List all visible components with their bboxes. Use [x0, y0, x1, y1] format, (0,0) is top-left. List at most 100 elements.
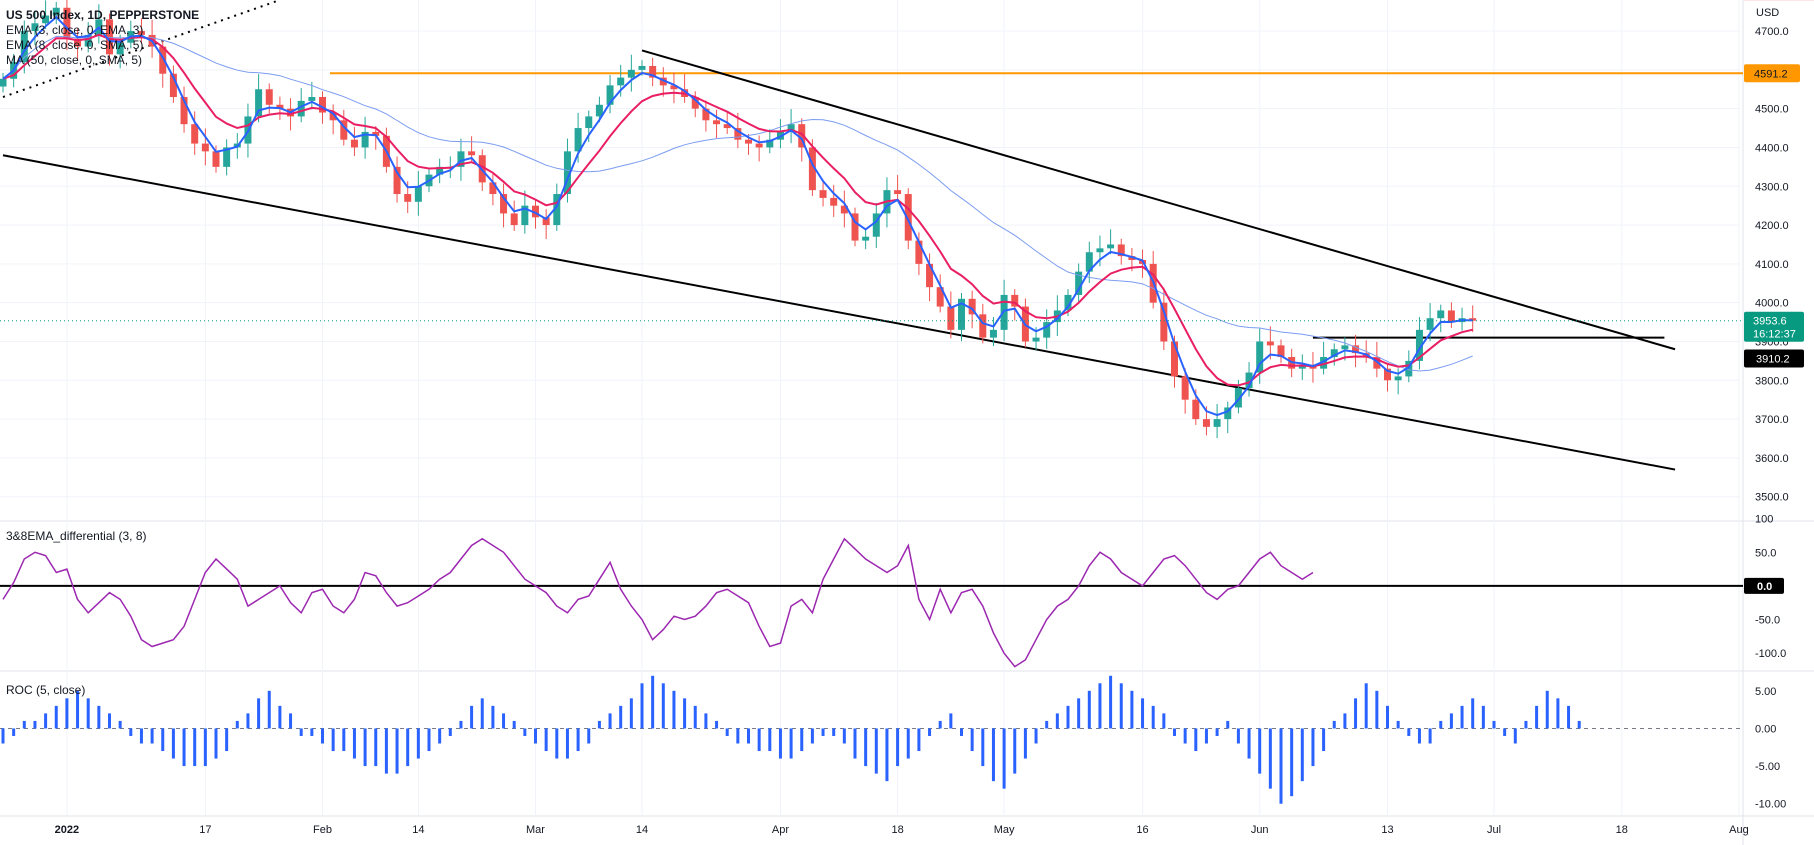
- candle-up[interactable]: [1245, 372, 1253, 389]
- roc-bar[interactable]: [565, 728, 569, 759]
- roc-bar[interactable]: [86, 698, 90, 729]
- oscillator-legend[interactable]: 3&8EMA_differential (3, 8): [6, 529, 147, 544]
- roc-bar[interactable]: [864, 728, 868, 767]
- roc-bar[interactable]: [1300, 728, 1304, 782]
- roc-bar[interactable]: [960, 728, 963, 736]
- roc-bar[interactable]: [310, 728, 314, 736]
- roc-bar[interactable]: [97, 705, 101, 729]
- candle-down[interactable]: [489, 182, 497, 195]
- roc-bar[interactable]: [299, 728, 303, 736]
- candle-down[interactable]: [63, 7, 71, 39]
- roc-bar[interactable]: [289, 713, 293, 729]
- roc-bar[interactable]: [534, 728, 537, 744]
- candle-down[interactable]: [393, 166, 401, 195]
- roc-bar[interactable]: [374, 728, 378, 767]
- candle-up[interactable]: [1043, 322, 1051, 338]
- roc-bar[interactable]: [1449, 713, 1453, 729]
- candle-down[interactable]: [691, 97, 699, 109]
- candle-down[interactable]: [819, 190, 827, 198]
- roc-bar[interactable]: [1034, 728, 1038, 744]
- candle-down[interactable]: [500, 194, 508, 214]
- roc-bar[interactable]: [246, 713, 250, 729]
- candle-up[interactable]: [958, 298, 965, 330]
- candle-up[interactable]: [585, 116, 593, 129]
- candle-down[interactable]: [894, 190, 902, 195]
- candle-up[interactable]: [1075, 271, 1083, 295]
- roc-bar[interactable]: [874, 728, 878, 774]
- roc-bar[interactable]: [725, 728, 729, 736]
- roc-bar[interactable]: [470, 705, 474, 729]
- candle-down[interactable]: [723, 124, 731, 129]
- roc-bar[interactable]: [406, 728, 410, 767]
- roc-bar[interactable]: [608, 713, 612, 729]
- candle-up[interactable]: [563, 151, 571, 195]
- candle-up[interactable]: [1405, 360, 1413, 377]
- candle-down[interactable]: [159, 46, 167, 74]
- roc-bar[interactable]: [225, 728, 229, 752]
- candle-up[interactable]: [1426, 318, 1434, 330]
- roc-bar[interactable]: [1535, 705, 1539, 729]
- roc-bar[interactable]: [267, 690, 271, 729]
- roc-bar[interactable]: [1460, 705, 1464, 729]
- candle-down[interactable]: [340, 120, 348, 140]
- roc-bar[interactable]: [321, 728, 324, 744]
- candle-down[interactable]: [106, 19, 113, 55]
- roc-bar[interactable]: [896, 728, 900, 767]
- roc-bar[interactable]: [342, 728, 346, 752]
- candle-down[interactable]: [180, 97, 188, 125]
- candle-down[interactable]: [169, 73, 177, 98]
- roc-bar[interactable]: [736, 728, 740, 744]
- roc-bar[interactable]: [480, 698, 484, 729]
- roc-bar[interactable]: [991, 728, 995, 782]
- candle-down[interactable]: [1171, 341, 1178, 377]
- candle-up[interactable]: [1330, 349, 1338, 358]
- roc-bar[interactable]: [214, 728, 218, 759]
- roc-bar[interactable]: [693, 705, 697, 729]
- roc-bar[interactable]: [1439, 720, 1443, 729]
- candle-down[interactable]: [702, 108, 710, 121]
- roc-bar[interactable]: [1087, 690, 1091, 729]
- candle-down[interactable]: [1117, 244, 1125, 257]
- candle-down[interactable]: [1192, 399, 1200, 420]
- candle-down[interactable]: [532, 205, 539, 218]
- candle-up[interactable]: [1107, 244, 1115, 249]
- roc-bar[interactable]: [1013, 728, 1017, 774]
- oscillator-line[interactable]: [2, 537, 1314, 668]
- roc-bar[interactable]: [523, 728, 527, 736]
- roc-bar[interactable]: [235, 720, 239, 729]
- candle-up[interactable]: [627, 69, 635, 78]
- roc-bar[interactable]: [1002, 728, 1006, 789]
- roc-bar[interactable]: [512, 720, 516, 729]
- roc-bar[interactable]: [1268, 728, 1272, 789]
- candle-up[interactable]: [638, 65, 646, 70]
- roc-bar[interactable]: [76, 690, 80, 729]
- roc-bar[interactable]: [108, 713, 111, 729]
- roc-bar[interactable]: [1247, 728, 1251, 759]
- roc-bar[interactable]: [1183, 728, 1187, 744]
- candle-up[interactable]: [52, 7, 60, 16]
- candle-down[interactable]: [926, 263, 934, 288]
- candle-up[interactable]: [862, 236, 870, 241]
- roc-bar[interactable]: [1279, 728, 1283, 804]
- candle-up[interactable]: [436, 166, 444, 175]
- roc-bar[interactable]: [1354, 698, 1358, 729]
- roc-bar[interactable]: [1311, 728, 1315, 767]
- candle-down[interactable]: [1384, 368, 1391, 381]
- roc-bar[interactable]: [502, 713, 506, 729]
- roc-bar[interactable]: [672, 690, 676, 729]
- candle-up[interactable]: [1213, 419, 1221, 427]
- roc-bar[interactable]: [1226, 720, 1230, 729]
- roc-bar[interactable]: [661, 683, 665, 729]
- roc-bar[interactable]: [384, 728, 388, 774]
- candle-up[interactable]: [457, 151, 465, 167]
- candle-down[interactable]: [798, 124, 806, 148]
- roc-bar[interactable]: [1332, 720, 1336, 729]
- candle-down[interactable]: [1277, 345, 1285, 358]
- candle-up[interactable]: [1224, 407, 1232, 420]
- candle-up[interactable]: [31, 23, 39, 32]
- candle-up[interactable]: [42, 15, 50, 24]
- candle-up[interactable]: [255, 89, 263, 117]
- candle-down[interactable]: [319, 97, 326, 113]
- candle-down[interactable]: [1447, 310, 1455, 323]
- roc-bar[interactable]: [1396, 720, 1400, 729]
